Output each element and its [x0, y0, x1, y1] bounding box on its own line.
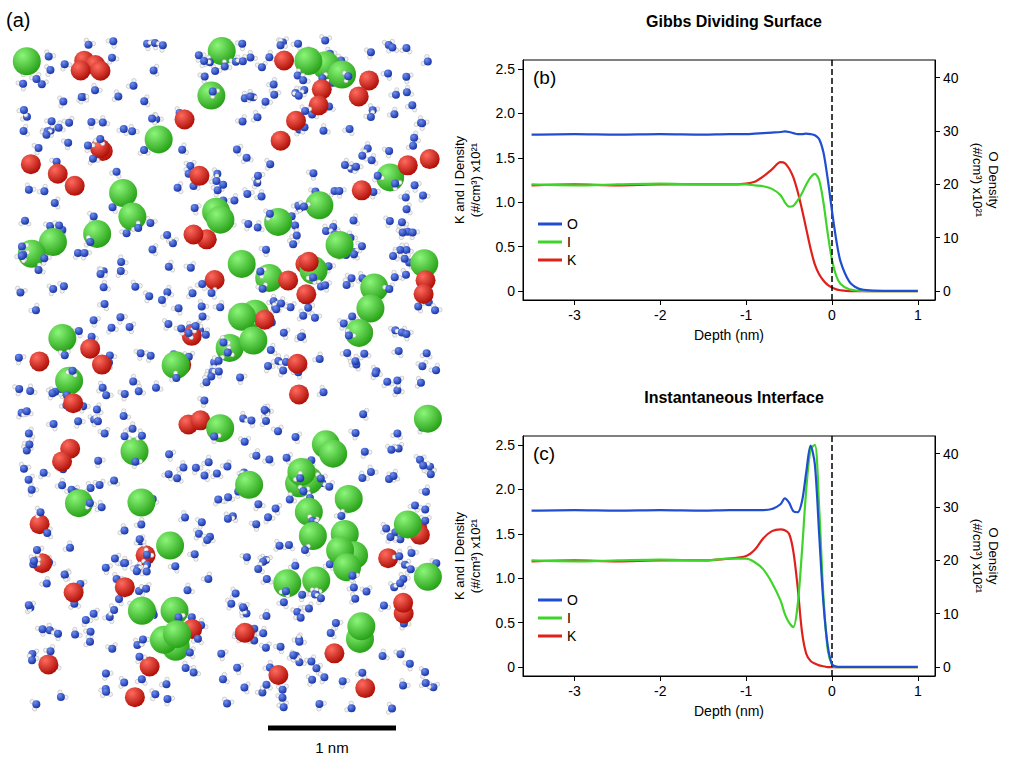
- svg-text:Depth (nm): Depth (nm): [694, 327, 764, 343]
- svg-text:K: K: [567, 628, 577, 644]
- svg-text:1.0: 1.0: [496, 570, 516, 586]
- svg-text:10: 10: [943, 606, 959, 622]
- svg-text:0: 0: [943, 659, 951, 675]
- svg-text:20: 20: [943, 552, 959, 568]
- svg-text:O: O: [567, 216, 578, 232]
- svg-text:30: 30: [943, 123, 959, 139]
- svg-text:I: I: [567, 234, 571, 250]
- svg-text:K and I Density: K and I Density: [452, 135, 467, 224]
- svg-text:O Density: O Density: [986, 151, 1001, 209]
- svg-text:I: I: [567, 610, 571, 626]
- svg-text:2.0: 2.0: [496, 105, 516, 121]
- svg-text:2.0: 2.0: [496, 481, 516, 497]
- svg-text:1.5: 1.5: [496, 526, 516, 542]
- svg-text:Gibbs Dividing Surface: Gibbs Dividing Surface: [646, 13, 822, 30]
- svg-text:(#/cm³) x10²¹: (#/cm³) x10²¹: [468, 142, 483, 217]
- svg-text:0: 0: [507, 659, 515, 675]
- svg-text:-3: -3: [568, 307, 581, 323]
- svg-text:1.0: 1.0: [496, 194, 516, 210]
- svg-text:(#/cm³) x10²¹: (#/cm³) x10²¹: [468, 518, 483, 593]
- svg-text:(c): (c): [533, 443, 555, 464]
- svg-text:0: 0: [943, 283, 951, 299]
- svg-text:1: 1: [914, 683, 922, 699]
- svg-text:0: 0: [828, 683, 836, 699]
- svg-text:2.5: 2.5: [496, 437, 516, 453]
- svg-text:10: 10: [943, 230, 959, 246]
- svg-text:40: 40: [943, 446, 959, 462]
- svg-text:(#/cm³) x10²¹: (#/cm³) x10²¹: [970, 519, 985, 594]
- svg-text:O: O: [567, 592, 578, 608]
- svg-text:K: K: [567, 252, 577, 268]
- svg-text:1: 1: [914, 307, 922, 323]
- svg-text:O Density: O Density: [986, 527, 1001, 585]
- svg-text:0: 0: [507, 283, 515, 299]
- svg-text:30: 30: [943, 499, 959, 515]
- svg-text:-2: -2: [654, 307, 667, 323]
- svg-text:1.5: 1.5: [496, 150, 516, 166]
- svg-text:2.5: 2.5: [496, 61, 516, 77]
- svg-text:0.5: 0.5: [496, 615, 516, 631]
- svg-text:K and I Density: K and I Density: [452, 511, 467, 600]
- svg-text:-1: -1: [740, 683, 753, 699]
- svg-text:(a): (a): [6, 9, 30, 31]
- svg-text:0: 0: [828, 307, 836, 323]
- svg-text:-1: -1: [740, 307, 753, 323]
- svg-text:20: 20: [943, 176, 959, 192]
- svg-text:-2: -2: [654, 683, 667, 699]
- svg-text:(#/cm³) x10²¹: (#/cm³) x10²¹: [970, 143, 985, 218]
- svg-text:0.5: 0.5: [496, 239, 516, 255]
- svg-text:-3: -3: [568, 683, 581, 699]
- svg-text:40: 40: [943, 70, 959, 86]
- svg-text:Depth (nm): Depth (nm): [694, 703, 764, 719]
- svg-text:1 nm: 1 nm: [315, 739, 348, 756]
- svg-text:(b): (b): [533, 67, 556, 88]
- svg-text:Instantaneous Interface: Instantaneous Interface: [644, 389, 824, 406]
